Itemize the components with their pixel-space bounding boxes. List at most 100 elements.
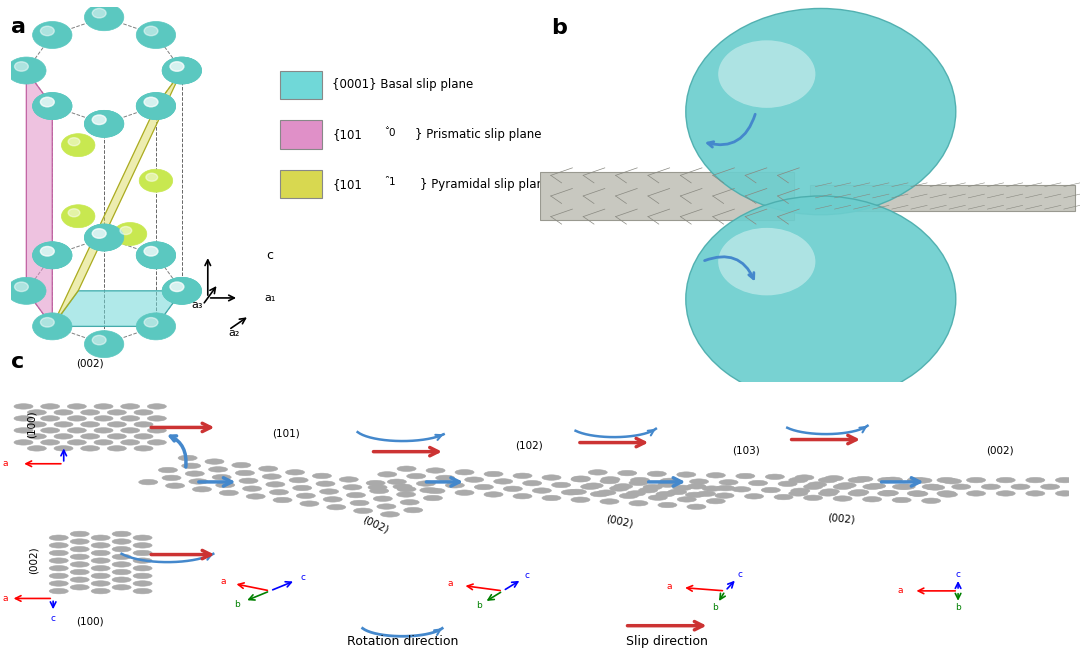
Text: (103): (103) bbox=[732, 445, 760, 455]
Circle shape bbox=[6, 57, 46, 84]
Circle shape bbox=[600, 476, 620, 482]
Circle shape bbox=[62, 134, 95, 157]
Circle shape bbox=[719, 480, 738, 485]
Circle shape bbox=[50, 581, 68, 586]
Circle shape bbox=[41, 416, 59, 421]
Circle shape bbox=[435, 475, 455, 480]
Circle shape bbox=[735, 473, 755, 479]
Circle shape bbox=[92, 115, 106, 124]
Circle shape bbox=[121, 428, 139, 433]
Circle shape bbox=[136, 22, 176, 49]
Text: b: b bbox=[234, 600, 240, 609]
Circle shape bbox=[909, 491, 928, 497]
Text: (100): (100) bbox=[27, 411, 37, 438]
Circle shape bbox=[673, 485, 692, 491]
Circle shape bbox=[107, 445, 126, 451]
Circle shape bbox=[474, 484, 494, 490]
Circle shape bbox=[54, 422, 73, 427]
Circle shape bbox=[144, 247, 158, 256]
Circle shape bbox=[112, 577, 131, 582]
Circle shape bbox=[951, 484, 971, 490]
Circle shape bbox=[81, 445, 99, 451]
Circle shape bbox=[618, 470, 637, 476]
Circle shape bbox=[878, 477, 896, 483]
Circle shape bbox=[165, 483, 185, 488]
Circle shape bbox=[133, 581, 152, 586]
Circle shape bbox=[162, 277, 202, 305]
Circle shape bbox=[94, 416, 113, 421]
Circle shape bbox=[14, 404, 33, 409]
FancyBboxPatch shape bbox=[810, 185, 1075, 211]
Circle shape bbox=[629, 501, 648, 506]
Circle shape bbox=[121, 416, 139, 421]
Circle shape bbox=[32, 241, 72, 269]
Circle shape bbox=[689, 479, 708, 484]
Circle shape bbox=[401, 499, 419, 505]
Text: ̑1: ̑1 bbox=[389, 178, 396, 188]
FancyBboxPatch shape bbox=[281, 170, 322, 199]
Text: {101: {101 bbox=[333, 178, 362, 191]
Circle shape bbox=[523, 480, 542, 486]
Text: c: c bbox=[525, 571, 530, 580]
Circle shape bbox=[92, 336, 106, 345]
Text: (002): (002) bbox=[77, 359, 104, 369]
Circle shape bbox=[273, 497, 292, 503]
Circle shape bbox=[702, 486, 721, 492]
Circle shape bbox=[378, 472, 396, 477]
Circle shape bbox=[388, 479, 406, 484]
Text: a₃: a₃ bbox=[191, 300, 203, 310]
Circle shape bbox=[833, 484, 852, 490]
Circle shape bbox=[32, 313, 72, 340]
Circle shape bbox=[896, 484, 915, 490]
Circle shape bbox=[848, 477, 867, 483]
Circle shape bbox=[162, 475, 181, 480]
Circle shape bbox=[761, 488, 781, 493]
Circle shape bbox=[316, 481, 335, 486]
Circle shape bbox=[70, 539, 90, 544]
Circle shape bbox=[50, 543, 68, 548]
Circle shape bbox=[91, 558, 110, 563]
Circle shape bbox=[697, 491, 716, 497]
Circle shape bbox=[788, 477, 808, 483]
Circle shape bbox=[147, 428, 166, 433]
Circle shape bbox=[374, 496, 392, 501]
Circle shape bbox=[50, 573, 68, 578]
Circle shape bbox=[259, 466, 278, 471]
Circle shape bbox=[368, 485, 387, 490]
Circle shape bbox=[366, 480, 386, 486]
Circle shape bbox=[147, 404, 166, 409]
Text: (002): (002) bbox=[827, 512, 855, 524]
Circle shape bbox=[92, 229, 106, 238]
Circle shape bbox=[84, 330, 124, 358]
Circle shape bbox=[878, 491, 896, 496]
Circle shape bbox=[94, 404, 113, 409]
Circle shape bbox=[922, 484, 941, 490]
Circle shape bbox=[581, 484, 599, 490]
Circle shape bbox=[921, 498, 941, 503]
Circle shape bbox=[660, 478, 679, 484]
Circle shape bbox=[121, 440, 139, 445]
Circle shape bbox=[926, 485, 945, 490]
Polygon shape bbox=[52, 291, 181, 326]
Text: (100): (100) bbox=[77, 616, 104, 626]
Circle shape bbox=[107, 410, 126, 415]
Circle shape bbox=[795, 475, 814, 480]
Text: c: c bbox=[956, 570, 960, 579]
Circle shape bbox=[70, 554, 90, 559]
Circle shape bbox=[70, 577, 90, 582]
Circle shape bbox=[50, 565, 68, 571]
Text: (002): (002) bbox=[362, 514, 391, 535]
Circle shape bbox=[808, 482, 826, 488]
Circle shape bbox=[144, 97, 158, 107]
Circle shape bbox=[312, 473, 332, 478]
Circle shape bbox=[647, 471, 666, 476]
Circle shape bbox=[879, 490, 899, 495]
Circle shape bbox=[91, 565, 110, 571]
Circle shape bbox=[417, 481, 435, 486]
Circle shape bbox=[136, 93, 176, 120]
Circle shape bbox=[134, 445, 153, 451]
Circle shape bbox=[1055, 491, 1075, 496]
Circle shape bbox=[571, 497, 590, 503]
Circle shape bbox=[1055, 477, 1075, 483]
Circle shape bbox=[658, 502, 677, 508]
